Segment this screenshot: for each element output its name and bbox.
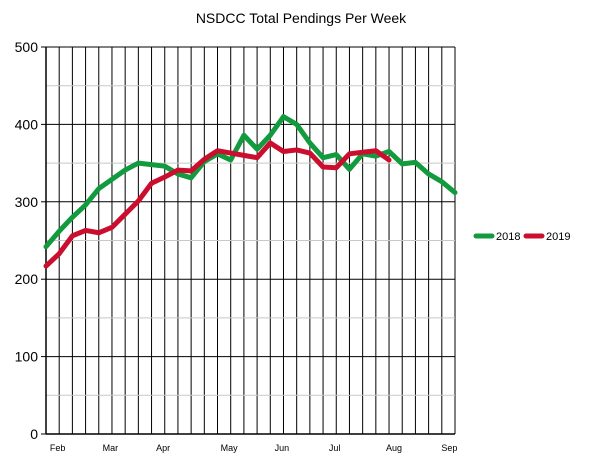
legend-item-2018: 2018 [473,231,520,243]
legend-item-2019: 2019 [523,231,570,243]
x-tick-label: May [221,443,239,453]
series-lines [43,114,458,269]
x-tick-label: Sep [441,443,457,453]
x-tick-label: Jun [275,443,290,453]
legend-label-2018: 2018 [496,231,520,243]
x-tick-label: Mar [103,443,119,453]
legend-label-2019: 2019 [546,231,570,243]
y-tick-label: 300 [15,194,39,210]
chart-title: NSDCC Total Pendings Per Week [196,10,407,26]
y-tick-label: 400 [15,116,39,132]
y-tick-label: 200 [15,271,39,287]
series-line-2018 [43,114,458,250]
x-axis-tick-labels: Feb Mar Apr May Jun Jul Aug Sep [50,443,458,453]
x-tick-label: Jul [329,443,341,453]
axes [45,47,455,435]
y-axis-tick-labels: 0 100 200 300 400 500 [15,39,46,442]
y-tick-label: 100 [15,349,39,365]
legend: 2018 2019 [473,231,570,243]
grid [45,46,456,435]
y-tick-label: 500 [15,39,39,55]
y-tick-label: 0 [30,426,38,442]
x-tick-label: Feb [50,443,66,453]
x-tick-label: Aug [386,443,402,453]
x-tick-label: Apr [156,443,170,453]
